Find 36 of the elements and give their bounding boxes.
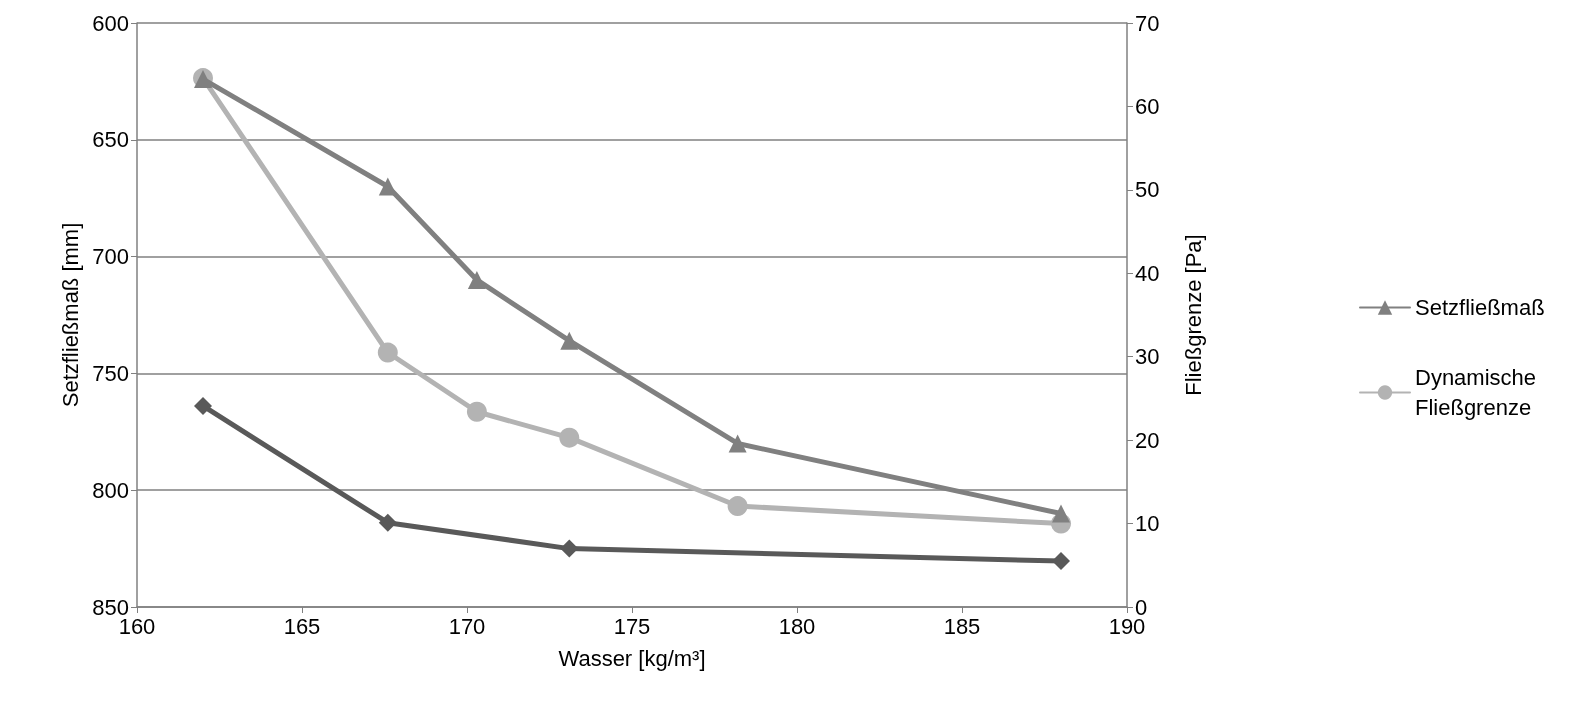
y2-tick-label: 20 — [1135, 427, 1160, 453]
point — [727, 496, 748, 517]
y-tick-label: 800 — [92, 477, 129, 503]
y-tick-label: 600 — [92, 10, 129, 36]
point — [559, 427, 580, 448]
point — [1052, 504, 1070, 523]
legend-label: Setzfließmaß — [1415, 295, 1545, 320]
x-tick-label: 180 — [778, 613, 816, 639]
point — [467, 270, 486, 289]
y2-axis-title: Fließgrenze [Pa] — [1180, 234, 1206, 396]
point — [560, 331, 579, 350]
x-axis-title: Wasser [kg/m³] — [558, 645, 706, 671]
point — [194, 396, 212, 415]
y2-tick-label: 40 — [1135, 260, 1160, 286]
y2-tick-label: 30 — [1135, 344, 1160, 370]
y2-tick-label: 10 — [1135, 511, 1160, 537]
x-tick-label: 170 — [448, 613, 486, 639]
y-tick-label: 650 — [92, 127, 129, 153]
point — [560, 539, 579, 558]
y2-tick-label: 70 — [1135, 10, 1160, 36]
y2-tick-label: 50 — [1135, 177, 1160, 203]
y2-tick-label: 0 — [1135, 594, 1148, 620]
x-tick-label: 175 — [613, 613, 651, 639]
point — [1052, 552, 1070, 571]
y-tick-label: 700 — [92, 244, 129, 270]
y-axis-title: Setzfließmaß [mm] — [57, 222, 83, 408]
point — [728, 434, 747, 453]
y-tick-label: 850 — [92, 594, 129, 620]
point — [466, 401, 487, 422]
y-tick-label: 750 — [92, 360, 129, 386]
legend-label: Dynamische Fließgrenze — [1415, 365, 1543, 420]
point — [378, 513, 397, 532]
y2-tick-label: 60 — [1135, 93, 1160, 119]
point — [377, 342, 398, 363]
x-tick-label: 185 — [943, 613, 981, 639]
x-tick-label: 165 — [283, 613, 321, 639]
